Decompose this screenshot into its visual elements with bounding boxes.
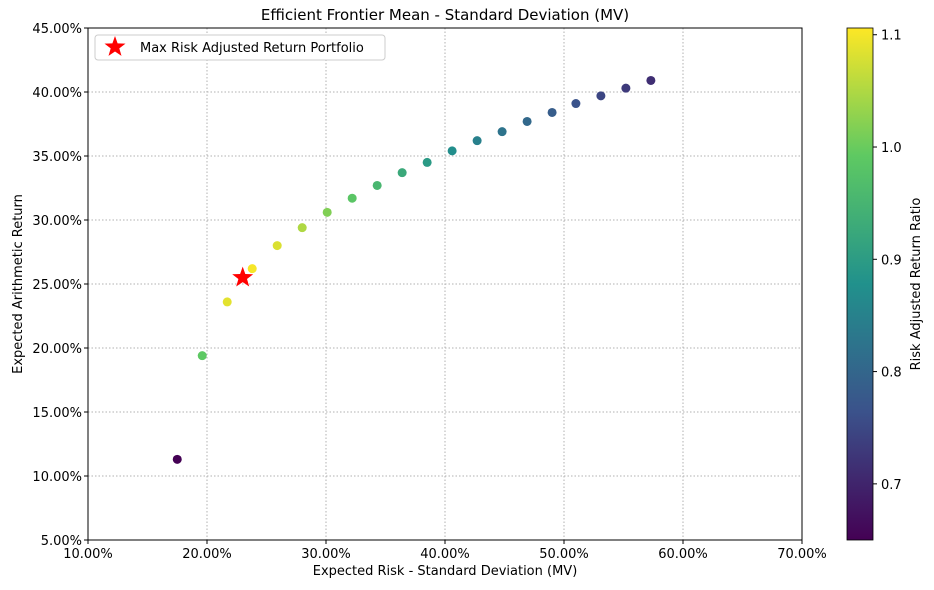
data-point <box>472 136 482 146</box>
y-tick-label: 30.00% <box>32 214 82 229</box>
legend-label: Max Risk Adjusted Return Portfolio <box>140 41 364 56</box>
data-point <box>247 264 257 274</box>
y-tick-label: 25.00% <box>32 278 82 293</box>
grid <box>87 27 803 541</box>
x-axis-label: Expected Risk - Standard Deviation (MV) <box>313 564 578 579</box>
points <box>172 75 656 464</box>
data-point <box>272 241 282 251</box>
data-point <box>397 168 407 178</box>
data-point <box>347 193 357 203</box>
data-point <box>422 157 432 167</box>
x-tick-label: 40.00% <box>420 547 470 562</box>
x-tick-label: 30.00% <box>301 547 351 562</box>
colorbar-label: Risk Adjusted Return Ratio <box>909 198 924 371</box>
data-point <box>522 116 532 126</box>
y-tick-label: 20.00% <box>32 342 82 357</box>
y-tick-label: 10.00% <box>32 470 82 485</box>
y-tick-label: 45.00% <box>32 22 82 37</box>
max-risk-adjusted-star-marker <box>232 266 254 287</box>
y-tick-label: 15.00% <box>32 406 82 421</box>
data-point <box>497 127 507 137</box>
legend: Max Risk Adjusted Return Portfolio <box>94 34 386 61</box>
colorbar-tick-label: 0.7 <box>881 478 902 493</box>
colorbar-tick-label: 0.8 <box>881 366 902 381</box>
x-tick-label: 50.00% <box>539 547 589 562</box>
x-tick-label: 70.00% <box>777 547 827 562</box>
data-point <box>197 351 207 361</box>
x-tick-label: 10.00% <box>63 547 113 562</box>
data-point <box>172 454 182 464</box>
legend-box <box>94 34 386 61</box>
data-point <box>621 83 631 93</box>
colorbar-tick-label: 1.1 <box>881 29 902 44</box>
data-point <box>322 207 332 217</box>
data-point <box>297 223 307 233</box>
y-tick-label: 40.00% <box>32 86 82 101</box>
data-point <box>646 75 656 85</box>
y-tick-label: 35.00% <box>32 150 82 165</box>
data-point <box>571 99 581 109</box>
y-axis-label: Expected Arithmetic Return <box>11 194 26 374</box>
x-tick-label: 20.00% <box>182 547 232 562</box>
colorbar-tick-label: 1.0 <box>881 141 902 156</box>
colorbar-tick-label: 0.9 <box>881 253 902 268</box>
data-point <box>372 180 382 190</box>
data-point <box>447 146 457 156</box>
data-point <box>547 107 557 117</box>
data-point <box>222 297 232 307</box>
colorbar-ticks: 0.7 0.8 0.9 1.0 1.1 <box>873 29 902 493</box>
chart-title: Efficient Frontier Mean - Standard Devia… <box>261 6 629 24</box>
data-point <box>596 91 606 101</box>
colorbar <box>846 27 874 541</box>
legend-star-icon <box>104 36 126 56</box>
ticks: 10.00% 20.00% 30.00% 40.00% 50.00% 60.00% 70.0… <box>32 22 826 562</box>
x-tick-label: 60.00% <box>658 547 708 562</box>
y-tick-label: 5.00% <box>41 534 82 549</box>
